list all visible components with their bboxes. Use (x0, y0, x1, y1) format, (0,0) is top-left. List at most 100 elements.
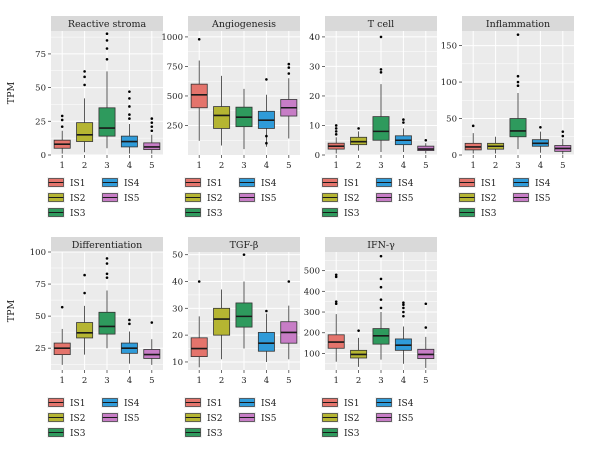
y-tick-label: 300 (304, 308, 320, 318)
outlier-point (334, 127, 338, 130)
box-is1 (190, 37, 208, 141)
facet-title: IFN-γ (367, 240, 395, 251)
box-is2 (76, 70, 94, 153)
y-tick-label: 25 (35, 344, 46, 354)
outlier-point (402, 121, 405, 124)
y-tick-label: 20 (309, 92, 320, 102)
box-body (76, 122, 94, 142)
y-tick-label: 20 (172, 331, 183, 341)
legend-label: IS4 (398, 399, 414, 409)
legend-key-is2: IS2 (184, 412, 222, 424)
legend-key-is3: IS3 (458, 207, 497, 219)
box-is4 (531, 125, 549, 153)
outlier-point (128, 117, 131, 120)
legend-label: IS4 (261, 179, 277, 189)
legend-key-is1: IS1 (47, 177, 85, 189)
outlier-point (265, 78, 268, 81)
box-body (235, 302, 253, 328)
box-body (509, 118, 527, 138)
y-tick-label: 30 (309, 62, 320, 72)
x-tick-label: 1 (333, 376, 338, 386)
legend-label: IS5 (398, 414, 414, 424)
facet-strip (51, 16, 163, 31)
box-is5 (280, 62, 298, 139)
outlier-point (402, 118, 405, 121)
box-is1 (53, 114, 71, 154)
legend-label: IS2 (70, 414, 85, 424)
box-is5 (143, 321, 161, 365)
outlier-point (516, 74, 520, 78)
outlier-point (402, 301, 405, 305)
x-tick-label: 2 (493, 161, 498, 171)
box-is3 (372, 35, 390, 153)
box-is5 (554, 130, 572, 155)
y-tick-label: 50 (446, 115, 457, 125)
legend-key-is4: IS4 (101, 177, 140, 189)
x-tick-label: 4 (401, 376, 406, 386)
legend-key-is4: IS4 (238, 397, 277, 409)
x-tick-label: 2 (219, 376, 224, 386)
legend-label: IS5 (124, 194, 140, 204)
facet-panel: IFN-γ 100 200 300 400 500 1 2 3 4 5 IS1 IS2 IS3 IS4 IS5 (304, 237, 437, 439)
box-body (257, 332, 275, 352)
y-tick-label: 40 (172, 278, 183, 288)
outlier-point (334, 133, 338, 136)
outlier-point (83, 70, 86, 73)
legend-label: IS3 (207, 209, 223, 219)
outlier-point (60, 125, 64, 128)
box-is4 (257, 78, 275, 147)
box-body (213, 307, 231, 336)
box-is4 (120, 90, 138, 154)
outlier-point (105, 47, 109, 50)
legend-key-is4: IS4 (375, 177, 414, 189)
x-tick-label: 5 (423, 161, 428, 171)
facet-panel: T cell 0 10 20 30 40 1 2 3 4 5 IS1 IS2 IS3 IS4 IS5 (309, 16, 437, 219)
x-tick-label: 2 (356, 376, 361, 386)
y-tick-label: 750 (167, 62, 183, 72)
outlier-point (105, 276, 109, 279)
box-is1 (190, 280, 208, 368)
box-is2 (487, 136, 505, 154)
outlier-point (128, 97, 131, 100)
y-tick-label: 30 (172, 304, 183, 314)
outlier-point (379, 68, 383, 71)
x-tick-label: 5 (149, 161, 154, 171)
outlier-point (561, 130, 565, 133)
outlier-point (379, 285, 383, 289)
legend-key-is5: IS5 (375, 192, 414, 204)
outlier-point (379, 254, 383, 258)
box-is4 (120, 318, 138, 364)
legend-label: IS5 (535, 194, 551, 204)
x-tick-label: 4 (538, 161, 543, 171)
outlier-point (516, 80, 520, 84)
legend-label: IS5 (398, 194, 414, 204)
outlier-point (83, 83, 86, 87)
outlier-point (539, 125, 542, 129)
facet-title: Differentiation (72, 240, 143, 251)
y-tick-label: 75 (35, 50, 46, 60)
box-is3 (98, 257, 116, 349)
outlier-point (128, 318, 131, 322)
y-tick-label: 200 (304, 329, 320, 339)
y-tick-label: 50 (35, 312, 46, 322)
x-tick-label: 4 (401, 161, 406, 171)
outlier-point (83, 273, 86, 277)
outlier-point (83, 291, 86, 295)
legend-key-is3: IS3 (321, 427, 360, 439)
legend-key-is5: IS5 (238, 412, 277, 424)
facet-panel: TGF-β 10 20 30 40 50 1 2 3 4 5 IS1 IS2 IS3 IS4 IS5 (172, 237, 300, 439)
x-tick-label: 2 (82, 376, 87, 386)
outlier-point (379, 277, 383, 281)
legend-label: IS1 (344, 399, 359, 409)
y-tick-label: 0 (315, 151, 320, 161)
outlier-point (379, 298, 383, 301)
box-is5 (280, 280, 298, 360)
legend: IS1 IS2 IS3 IS4 IS5 (184, 397, 277, 439)
outlier-point (402, 310, 405, 314)
outlier-point (516, 33, 520, 36)
legend-label: IS3 (70, 429, 86, 439)
